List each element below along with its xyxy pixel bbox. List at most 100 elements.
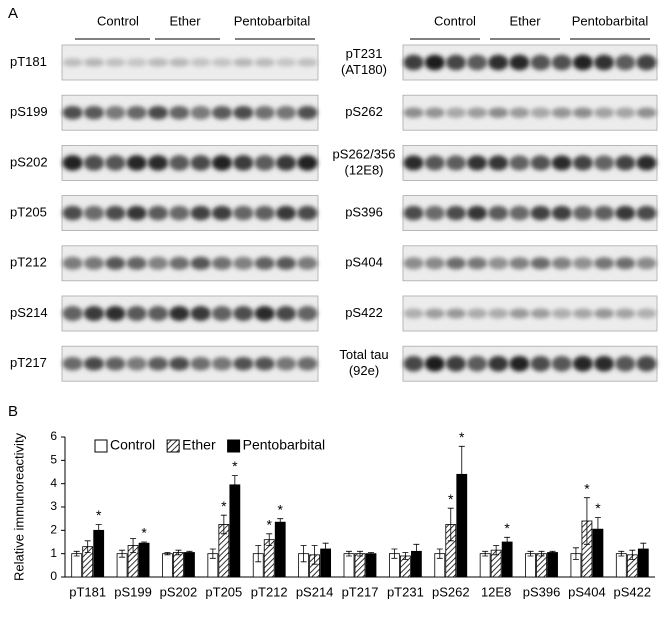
- band: [445, 355, 467, 372]
- bar: [173, 552, 184, 578]
- band: [297, 58, 318, 67]
- blot: [61, 245, 319, 282]
- band: [488, 155, 509, 171]
- band: [254, 105, 275, 120]
- band: [403, 308, 424, 319]
- band: [126, 58, 147, 67]
- band: [636, 205, 657, 221]
- panel-label: B: [8, 403, 18, 420]
- band: [190, 256, 211, 270]
- legend-label: Ether: [182, 437, 216, 453]
- error-bar: [482, 550, 489, 557]
- bar: [184, 552, 195, 578]
- blot: [402, 295, 658, 332]
- blot-label: pT231: [346, 46, 383, 61]
- band: [551, 355, 572, 372]
- blot: [402, 195, 658, 232]
- blot-label: (92e): [349, 363, 379, 378]
- x-tick-label: pS214: [296, 584, 334, 599]
- band: [403, 155, 424, 171]
- blot-label: pT181: [10, 54, 47, 69]
- blot: [402, 345, 658, 382]
- band: [615, 257, 636, 270]
- band: [636, 308, 657, 319]
- band: [572, 355, 594, 372]
- error-bar: [572, 547, 579, 560]
- bar: [162, 553, 173, 578]
- band: [169, 155, 190, 171]
- bar: [615, 553, 627, 578]
- blot-label: pS214: [10, 305, 48, 320]
- band: [275, 256, 297, 270]
- band: [83, 256, 105, 270]
- band: [211, 105, 233, 120]
- y-axis-label: Relative immunoreactivity: [11, 432, 26, 581]
- error-bar: [95, 524, 102, 537]
- band: [403, 54, 424, 71]
- band: [424, 257, 445, 270]
- y-tick-label: 0: [50, 569, 57, 583]
- band: [190, 306, 211, 321]
- error-bar: [322, 542, 329, 556]
- band: [615, 205, 636, 221]
- significance-mark: *: [584, 480, 590, 496]
- band: [297, 306, 318, 321]
- band: [466, 155, 488, 171]
- band: [211, 256, 233, 270]
- band: [488, 107, 509, 118]
- band: [147, 306, 169, 321]
- error-bar: [231, 475, 238, 495]
- band: [254, 155, 275, 171]
- band: [572, 107, 594, 118]
- band: [488, 205, 509, 221]
- band: [636, 54, 657, 71]
- significance-mark: *: [267, 517, 273, 533]
- group-header: Pentobarbital: [572, 13, 649, 28]
- band: [62, 105, 83, 120]
- band: [445, 257, 467, 270]
- band: [62, 356, 83, 371]
- band: [147, 58, 169, 67]
- band: [169, 256, 190, 270]
- band: [424, 205, 445, 221]
- band: [530, 107, 551, 118]
- band: [233, 356, 254, 371]
- bar: [547, 552, 558, 578]
- band: [488, 308, 509, 319]
- error-bar: [504, 536, 511, 548]
- band: [466, 257, 488, 270]
- band: [509, 107, 530, 118]
- band: [190, 58, 211, 67]
- band: [297, 105, 318, 120]
- legend-swatch: [94, 439, 108, 453]
- error-bar: [368, 552, 374, 556]
- blot-label: Total tau: [339, 347, 388, 362]
- blot-label: pT205: [10, 205, 47, 220]
- bar: [343, 553, 355, 578]
- band: [83, 356, 105, 371]
- band: [530, 155, 551, 171]
- error-bar: [266, 533, 273, 546]
- y-tick-label: 2: [50, 523, 57, 537]
- significance-mark: *: [595, 500, 601, 516]
- band: [593, 355, 615, 372]
- band: [509, 54, 530, 71]
- bar: [536, 553, 547, 578]
- bar: [71, 553, 83, 578]
- error-bar: [346, 550, 352, 557]
- bar: [479, 553, 491, 578]
- band: [297, 155, 318, 171]
- band: [424, 355, 445, 372]
- bar: [274, 521, 286, 578]
- blot-label: pS422: [345, 305, 383, 320]
- band: [488, 257, 509, 270]
- band: [275, 58, 297, 67]
- band: [254, 256, 275, 270]
- band: [211, 205, 233, 221]
- band: [615, 308, 636, 319]
- band: [445, 54, 467, 71]
- band: [509, 257, 530, 270]
- blot: [402, 94, 658, 131]
- band: [466, 355, 488, 372]
- blot-label: pS262: [345, 104, 383, 119]
